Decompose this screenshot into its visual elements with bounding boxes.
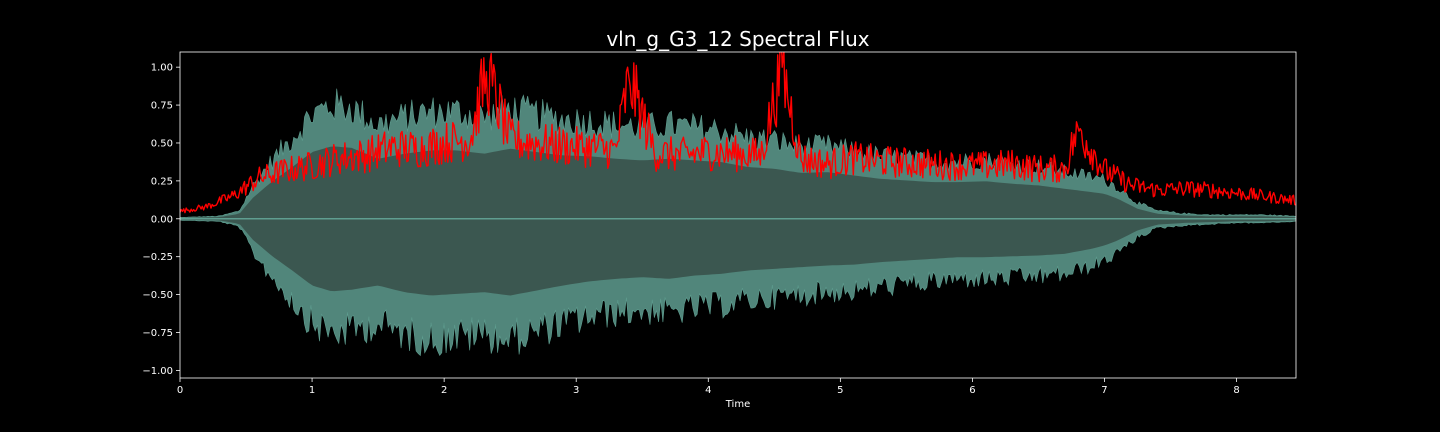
y-tick-label: −0.25: [142, 252, 173, 263]
waveform-inner-core: [180, 146, 1296, 296]
y-tick-label: 0.00: [151, 214, 173, 225]
y-tick-label: 0.50: [151, 138, 173, 149]
x-axis-label: Time: [725, 399, 750, 410]
plot-body: [180, 52, 1296, 357]
y-tick-label: 0.75: [151, 101, 173, 112]
x-tick-label: 0: [177, 385, 183, 396]
x-tick-label: 3: [573, 385, 579, 396]
chart-title: vln_g_G3_12 Spectral Flux: [606, 27, 869, 51]
spectral-flux-line: [180, 52, 1296, 214]
x-tick-label: 6: [969, 385, 975, 396]
plot-frame: [179, 51, 1297, 379]
x-tick-label: 5: [837, 385, 843, 396]
x-tick-label: 7: [1101, 385, 1107, 396]
x-tick-label: 1: [309, 385, 315, 396]
plot-area: [180, 52, 1296, 357]
x-tick-label: 2: [441, 385, 447, 396]
y-tick-label: −1.00: [142, 366, 173, 377]
axes: 0 1 2 3 4 5 6 7 8 1.00 0.75 0.50 0.25 0.00 −0.25 −0.50 −…: [142, 51, 1297, 396]
y-tick-label: −0.50: [142, 290, 173, 301]
x-tick-label: 4: [705, 385, 711, 396]
y-tick-label: 0.25: [151, 176, 173, 187]
y-tick-label: −0.75: [142, 328, 173, 339]
x-tick-label: 8: [1233, 385, 1239, 396]
y-tick-label: 1.00: [151, 63, 173, 74]
